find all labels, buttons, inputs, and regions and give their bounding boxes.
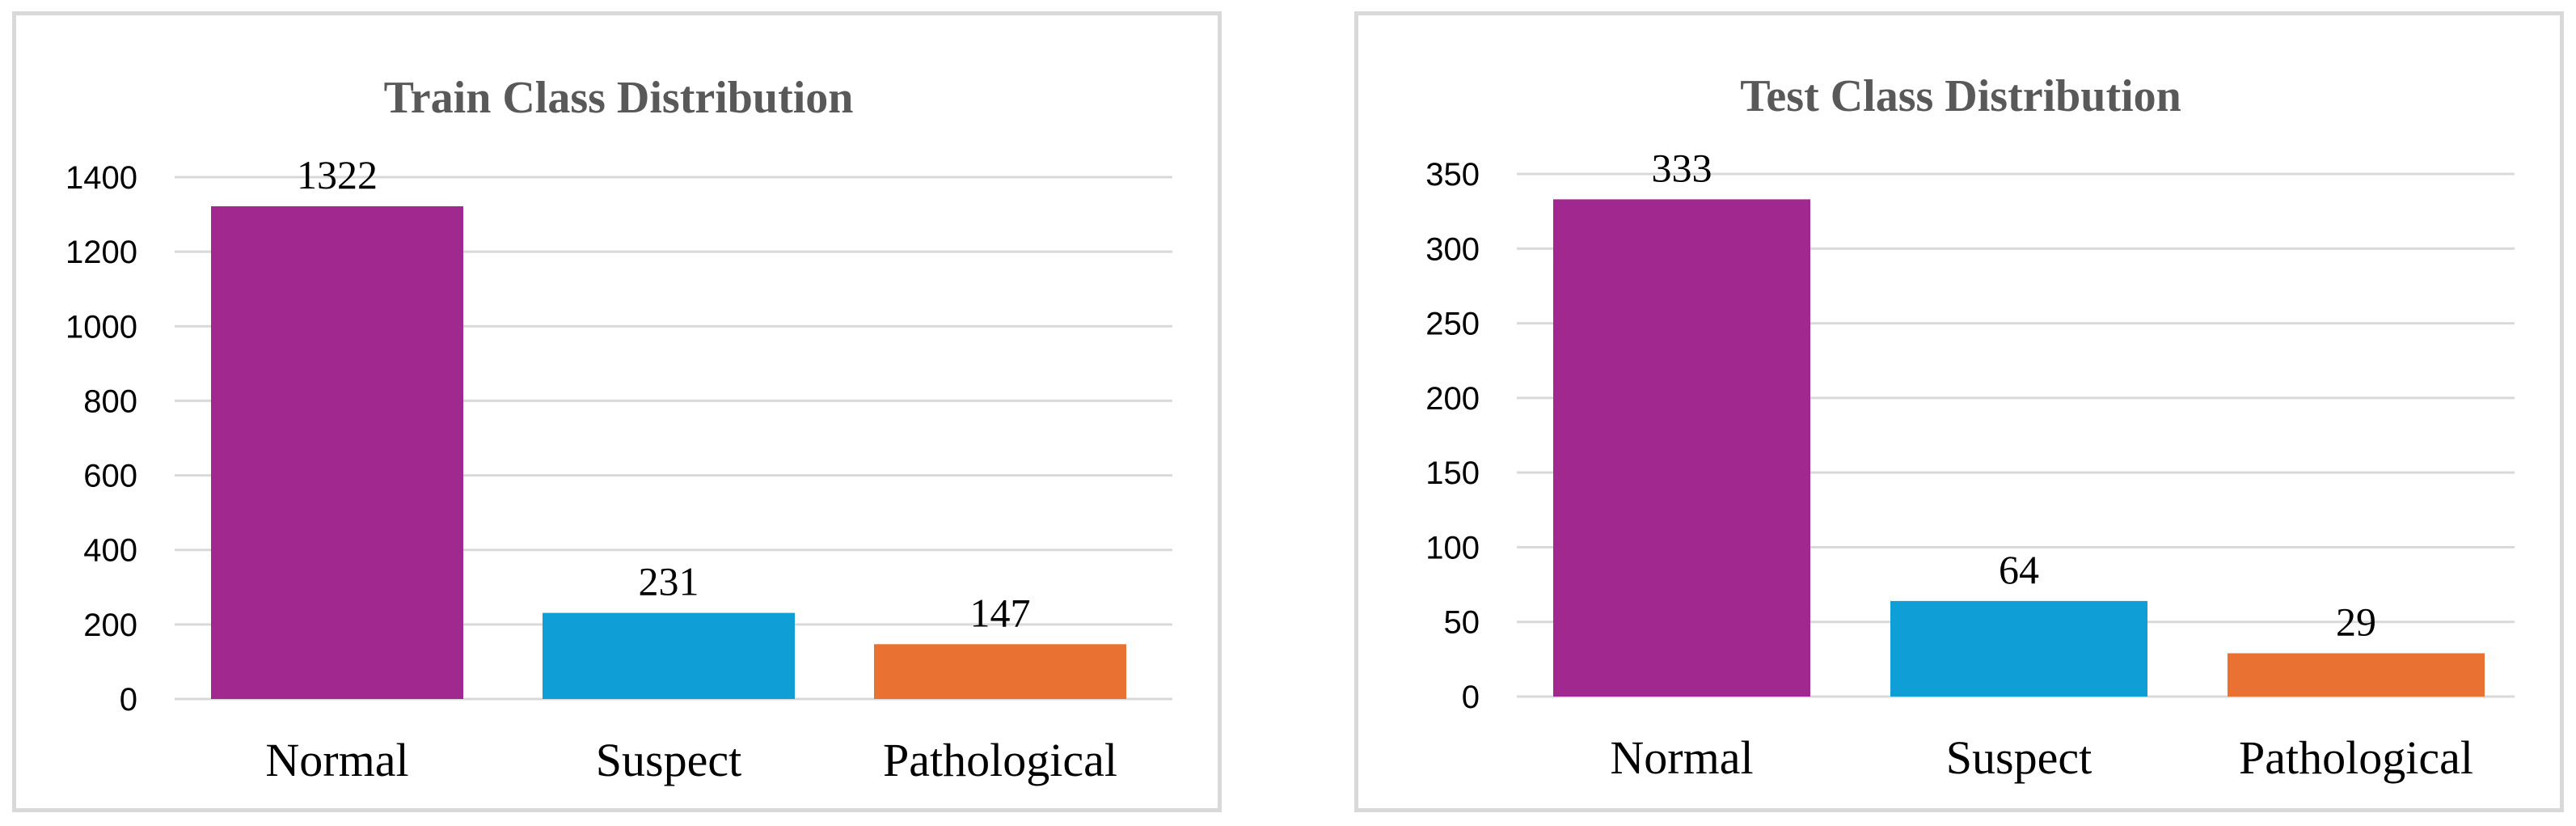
bar-normal xyxy=(211,205,463,699)
y-tick-label: 250 xyxy=(1425,307,1480,342)
data-label: 147 xyxy=(970,590,1031,635)
y-tick-label: 600 xyxy=(83,459,137,494)
y-tick-label: 0 xyxy=(1462,680,1480,715)
train-class-distribution-chart: Train Class Distribution 0 200 400 600 800 10… xyxy=(65,73,1172,786)
bar-normal xyxy=(1553,199,1810,697)
test-class-distribution-chart: Test Class Distribution 0 50 100 150 200 250 3… xyxy=(1425,71,2515,784)
bar-suspect xyxy=(543,612,795,699)
x-category-label: Normal xyxy=(265,734,408,786)
data-label: 231 xyxy=(639,559,699,604)
data-label: 1322 xyxy=(297,152,378,197)
y-tick-label: 0 xyxy=(120,682,137,718)
y-tick-label: 150 xyxy=(1425,455,1480,491)
y-tick-label: 1000 xyxy=(65,309,137,345)
y-tick-label: 200 xyxy=(1425,381,1480,417)
chart-title: Train Class Distribution xyxy=(384,73,854,123)
x-category-label: Normal xyxy=(1610,731,1753,784)
data-label: 64 xyxy=(1999,547,2039,592)
test-chart-panel: Test Class Distribution 0 50 100 150 200 250 3… xyxy=(1354,11,2564,812)
train-chart-panel: Train Class Distribution 0 200 400 600 800 10… xyxy=(12,11,1222,812)
x-category-label: Suspect xyxy=(1946,731,2092,784)
bar-pathological xyxy=(2228,653,2485,697)
y-tick-label: 1400 xyxy=(65,160,137,196)
y-tick-label: 800 xyxy=(83,383,137,419)
bar-suspect xyxy=(1890,600,2147,697)
x-category-label: Pathological xyxy=(883,734,1117,786)
bar-pathological xyxy=(874,644,1126,699)
y-tick-label: 50 xyxy=(1444,605,1480,641)
data-label: 333 xyxy=(1652,145,1712,190)
data-label: 29 xyxy=(2336,599,2376,644)
chart-title: Test Class Distribution xyxy=(1740,71,2181,121)
y-tick-label: 100 xyxy=(1425,530,1480,565)
y-tick-label: 1200 xyxy=(65,235,137,270)
x-category-label: Pathological xyxy=(2239,731,2473,784)
y-tick-label: 400 xyxy=(83,533,137,569)
y-tick-label: 300 xyxy=(1425,231,1480,267)
y-tick-label: 200 xyxy=(83,608,137,643)
x-category-label: Suspect xyxy=(596,734,741,786)
y-tick-label: 350 xyxy=(1425,157,1480,193)
